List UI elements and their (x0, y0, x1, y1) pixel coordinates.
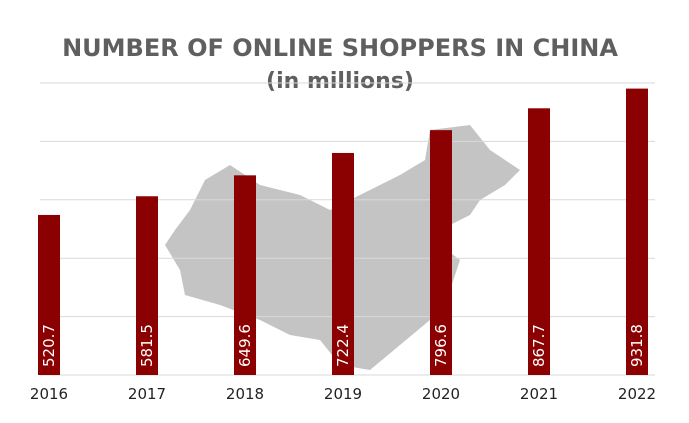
bar (626, 88, 648, 375)
value-label: 931.8 (628, 324, 646, 367)
x-tick-label: 2019 (324, 385, 362, 403)
x-tick-label: 2017 (128, 385, 166, 403)
value-label: 581.5 (138, 324, 156, 367)
x-tick-label: 2021 (520, 385, 558, 403)
x-tick-label: 2018 (226, 385, 264, 403)
value-label: 722.4 (334, 324, 352, 367)
chart-subtitle: (in millions) (266, 69, 414, 94)
value-label: 867.7 (530, 324, 548, 367)
x-tick-label: 2016 (30, 385, 68, 403)
bar (430, 130, 452, 375)
x-tick-label: 2022 (618, 385, 656, 403)
value-label: 520.7 (40, 324, 58, 367)
bar (136, 196, 158, 375)
bar (38, 214, 60, 375)
x-tick-label: 2020 (422, 385, 460, 403)
bar (528, 108, 550, 375)
bar (332, 152, 354, 375)
value-label: 796.6 (432, 324, 450, 367)
value-label: 649.6 (236, 324, 254, 367)
bar (234, 175, 256, 375)
chart-title: NUMBER OF ONLINE SHOPPERS IN CHINA (62, 34, 618, 62)
